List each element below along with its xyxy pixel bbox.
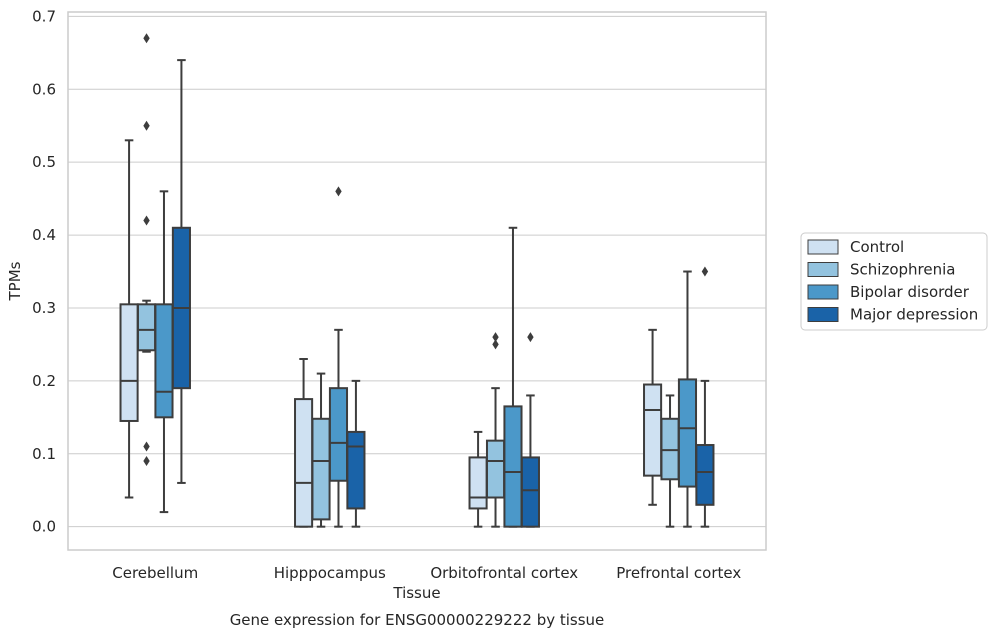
outlier-point	[527, 332, 534, 343]
y-axis-label: TPMs	[6, 261, 24, 301]
legend-label: Control	[850, 238, 904, 256]
outlier-point	[143, 120, 150, 131]
box-series	[119, 33, 715, 528]
box	[660, 417, 680, 481]
x-tick-label: Orbitofrontal cortex	[430, 564, 578, 582]
box	[485, 439, 506, 499]
box	[346, 430, 366, 510]
box	[468, 456, 488, 510]
box	[328, 387, 349, 482]
outlier-point	[143, 441, 150, 452]
x-tick-label: Prefrontal cortex	[616, 564, 741, 582]
y-tick-label: 0.6	[32, 80, 56, 98]
outlier-point	[143, 33, 150, 44]
box	[520, 456, 540, 528]
box	[503, 405, 523, 528]
series-major-depression	[171, 59, 715, 528]
outlier-point	[492, 339, 499, 350]
chart-caption: Gene expression for ENSG00000229222 by t…	[230, 611, 605, 629]
outlier-point	[335, 186, 342, 197]
box	[294, 398, 314, 528]
x-axis-label: Tissue	[392, 584, 440, 602]
box	[677, 378, 698, 488]
legend-label: Bipolar disorder	[850, 283, 970, 301]
outlier-point	[492, 332, 499, 343]
legend-swatch	[807, 262, 839, 277]
outlier-point	[701, 266, 709, 277]
legend-swatch	[807, 239, 839, 255]
y-tick-label: 0.2	[32, 372, 56, 390]
legend-frame	[800, 232, 988, 331]
y-tick-label: 0.3	[32, 299, 56, 317]
x-tick-labels: Cerebellum Hipppocampus Orbitofrontal cort…	[112, 564, 741, 582]
outlier-point	[143, 456, 150, 467]
box	[154, 303, 174, 419]
legend: Control Schizophrenia Bipolar disorder Majo…	[800, 232, 988, 331]
box	[643, 383, 663, 477]
legend-label: Schizophrenia	[850, 261, 955, 279]
y-tick-label: 0.4	[32, 226, 56, 244]
y-tick-label: 0.1	[32, 445, 56, 463]
y-tick-label: 0.5	[32, 153, 56, 171]
y-tick-labels: 0.0 0.1 0.2 0.3 0.4 0.5 0.6 0.7	[32, 7, 56, 535]
legend-swatch	[807, 307, 839, 322]
legend-swatch	[807, 284, 839, 300]
x-tick-label: Cerebellum	[112, 564, 198, 582]
y-tick-label: 0.0	[32, 518, 56, 536]
box	[695, 444, 715, 506]
box	[311, 417, 331, 521]
legend-label: Major depression	[850, 306, 978, 324]
series-schizophrenia	[136, 33, 680, 528]
y-tick-label: 0.7	[32, 7, 56, 25]
outlier-point	[143, 215, 150, 226]
box	[136, 303, 157, 352]
x-tick-label: Hipppocampus	[274, 564, 386, 582]
box	[119, 303, 139, 422]
series-control	[119, 139, 663, 528]
series-bipolar-disorder	[154, 186, 698, 528]
